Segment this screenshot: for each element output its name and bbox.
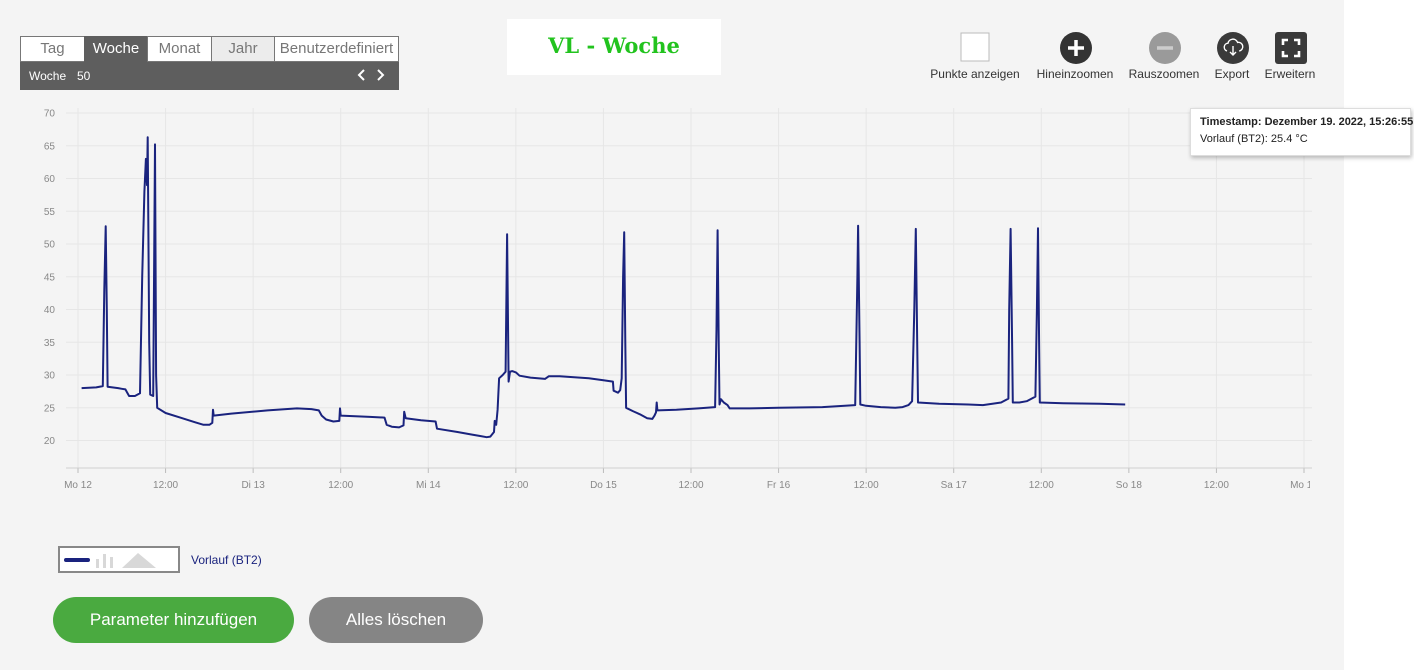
- period-tabs: Tag Woche Monat Jahr Benutzerdefiniert: [20, 36, 399, 62]
- x-tick-label: 12:00: [1029, 480, 1054, 491]
- add-parameter-button[interactable]: Parameter hinzufügen: [53, 597, 294, 643]
- clear-all-button[interactable]: Alles löschen: [309, 597, 483, 643]
- plus-icon[interactable]: [1060, 32, 1092, 64]
- period-nav-label: Woche: [29, 69, 67, 83]
- x-tick-label: Sa 17: [941, 480, 968, 491]
- chevron-right-icon[interactable]: [374, 62, 386, 95]
- show-points-toggle[interactable]: Punkte anzeigen: [924, 32, 1026, 81]
- tab-woche[interactable]: Woche: [84, 36, 147, 62]
- bar-style-icon: [96, 554, 113, 568]
- y-tick-label: 70: [44, 109, 56, 120]
- y-tick-label: 30: [44, 371, 56, 382]
- zoom-out-button[interactable]: Rauszoomen: [1124, 32, 1204, 81]
- tooltip-value: Vorlauf (BT2): 25.4 °C: [1200, 133, 1308, 145]
- y-tick-label: 20: [44, 436, 56, 447]
- y-tick-label: 25: [44, 403, 56, 414]
- chart-title: VL - Woche: [507, 19, 721, 75]
- area-style-icon: [122, 553, 156, 568]
- x-tick-label: 12:00: [1204, 480, 1229, 491]
- tab-monat[interactable]: Monat: [147, 36, 211, 62]
- zoom-in-button[interactable]: Hineinzoomen: [1032, 32, 1118, 81]
- zoom-out-label: Rauszoomen: [1128, 67, 1200, 81]
- chart-tooltip: Timestamp: Dezember 19. 2022, 15:26:55 V…: [1190, 108, 1414, 156]
- legend-label[interactable]: Vorlauf (BT2): [191, 553, 262, 567]
- expand-label: Erweitern: [1264, 67, 1316, 81]
- tab-benutzerdefiniert[interactable]: Benutzerdefiniert: [274, 36, 399, 62]
- export-label: Export: [1214, 67, 1250, 81]
- y-tick-label: 50: [44, 240, 56, 251]
- export-button[interactable]: Export: [1210, 32, 1254, 81]
- x-tick-label: 12:00: [153, 480, 178, 491]
- period-selector: Tag Woche Monat Jahr Benutzerdefiniert Woche…: [20, 36, 399, 90]
- x-tick-label: Do 15: [590, 480, 617, 491]
- period-nav-bar: Woche 50: [20, 62, 399, 90]
- x-tick-label: So 18: [1116, 480, 1143, 491]
- y-tick-label: 45: [44, 272, 56, 283]
- series-line-vorlauf-bt2[interactable]: [81, 136, 1126, 439]
- x-tick-label: Mi 14: [416, 480, 441, 491]
- y-tick-label: 65: [44, 141, 56, 152]
- zoom-in-label: Hineinzoomen: [1036, 67, 1114, 81]
- cloud-download-icon[interactable]: [1217, 32, 1249, 64]
- line-chart[interactable]: 20 25 30 35 40 45 50 55 60 65 70 Mo 12 12:00 Di 13 12:…: [0, 100, 1344, 500]
- period-nav-value: 50: [77, 69, 91, 83]
- y-tick-label: 35: [44, 338, 56, 349]
- x-tick-label: 12:00: [854, 480, 879, 491]
- checkbox-icon[interactable]: [960, 32, 990, 62]
- tab-tag[interactable]: Tag: [20, 36, 84, 62]
- chart-panel: [0, 0, 1344, 670]
- x-tick-label: 12:00: [678, 480, 703, 491]
- y-tick-label: 55: [44, 207, 56, 218]
- tooltip-timestamp: Timestamp: Dezember 19. 2022, 15:26:55: [1200, 116, 1414, 128]
- chevron-left-icon[interactable]: [356, 62, 368, 95]
- x-tick-label: Mo 12: [64, 480, 92, 491]
- x-tick-label: Di 13: [241, 480, 265, 491]
- x-tick-label: 12:00: [328, 480, 353, 491]
- tab-jahr[interactable]: Jahr: [211, 36, 274, 62]
- minus-icon[interactable]: [1149, 32, 1181, 64]
- fullscreen-icon[interactable]: [1275, 32, 1307, 64]
- x-tick-label: Fr 16: [767, 480, 791, 491]
- y-tick-label: 40: [44, 305, 56, 316]
- x-tick-label: Mo 19: [1290, 480, 1318, 491]
- x-tick-label: 12:00: [503, 480, 528, 491]
- show-points-label: Punkte anzeigen: [930, 67, 1020, 81]
- legend-series-style-toggle[interactable]: [58, 546, 180, 573]
- expand-button[interactable]: Erweitern: [1260, 32, 1320, 81]
- y-tick-label: 60: [44, 174, 56, 185]
